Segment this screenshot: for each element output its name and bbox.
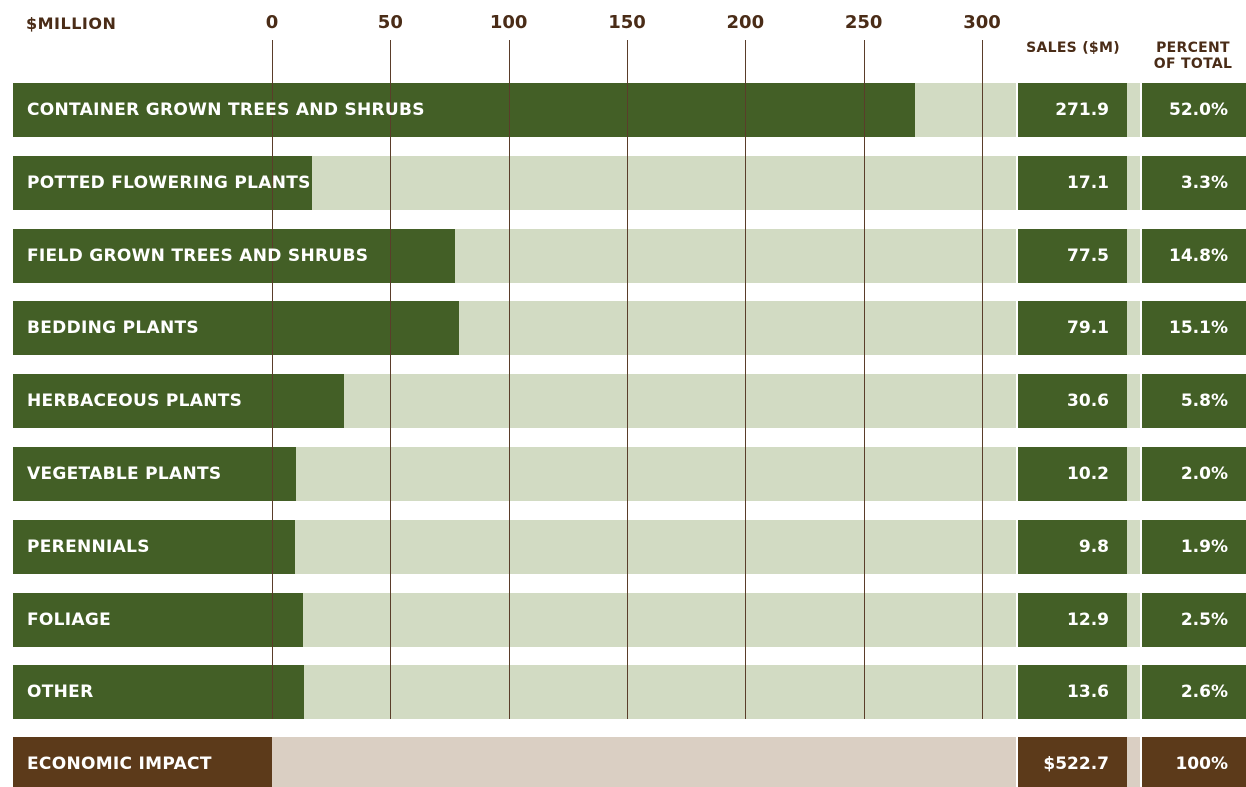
percent-header-line2: OF TOTAL (1153, 56, 1233, 72)
category-label: OTHER (27, 682, 94, 702)
category-label: POTTED FLOWERING PLANTS (27, 173, 311, 193)
bar (13, 520, 296, 574)
percent-value: 3.3% (1142, 156, 1246, 210)
total-bar (13, 737, 272, 787)
percent-value: 2.0% (1142, 447, 1246, 501)
bar (13, 83, 916, 137)
total-percent-value: 100% (1142, 737, 1246, 787)
bar (13, 301, 460, 355)
percent-value: 15.1% (1142, 301, 1246, 355)
sales-value: 77.5 (1018, 229, 1127, 283)
percent-value: 14.8% (1142, 229, 1246, 283)
percent-value: 5.8% (1142, 374, 1246, 428)
axis-tick-label: 50 (377, 12, 403, 33)
gridline (272, 40, 273, 719)
axis-tick-label: 150 (608, 12, 646, 33)
category-label: VEGETABLE PLANTS (27, 464, 222, 484)
gridline (627, 40, 628, 719)
percent-column-header: PERCENT OF TOTAL (1140, 40, 1246, 72)
column-gap (1126, 520, 1140, 574)
column-gap (1126, 229, 1140, 283)
gridline (982, 40, 983, 719)
column-gap (1126, 737, 1140, 787)
column-gap (1126, 593, 1140, 647)
gridline (864, 40, 865, 719)
percent-value: 2.5% (1142, 593, 1246, 647)
percent-value: 52.0% (1142, 83, 1246, 137)
bar (13, 447, 297, 501)
axis-tick-label: 250 (844, 12, 883, 33)
column-gap (1126, 301, 1140, 355)
axis-tick-label: 0 (265, 12, 279, 33)
bar (13, 156, 313, 210)
category-label: FIELD GROWN TREES AND SHRUBS (27, 246, 369, 266)
bar (13, 229, 456, 283)
sales-value: 10.2 (1018, 447, 1127, 501)
sales-value: 13.6 (1018, 665, 1127, 719)
sales-column-header: SALES ($M) (1026, 40, 1120, 56)
column-gap (1126, 83, 1140, 137)
percent-value: 1.9% (1142, 520, 1246, 574)
bar (13, 665, 305, 719)
gridline (509, 40, 510, 719)
sales-value: 12.9 (1018, 593, 1127, 647)
sales-value: 79.1 (1018, 301, 1127, 355)
category-label: HERBACEOUS PLANTS (27, 391, 243, 411)
sales-value: 30.6 (1018, 374, 1127, 428)
column-gap (1126, 156, 1140, 210)
sales-value: 17.1 (1018, 156, 1127, 210)
gridline (745, 40, 746, 719)
category-label: PERENNIALS (27, 537, 150, 557)
axis-tick-label: 300 (963, 12, 1001, 33)
axis-tick-label: 200 (726, 12, 765, 33)
total-sales-value: $522.7 (1018, 737, 1127, 787)
column-gap (1126, 374, 1140, 428)
sales-value: 9.8 (1018, 520, 1127, 574)
column-gap (1126, 447, 1140, 501)
bar (13, 374, 345, 428)
percent-header-line1: PERCENT (1156, 40, 1230, 56)
category-label: FOLIAGE (27, 610, 112, 630)
category-label: BEDDING PLANTS (27, 318, 199, 338)
column-gap (1126, 665, 1140, 719)
gridline (390, 40, 391, 719)
axis-unit-label: $MILLION (26, 14, 117, 33)
total-label: ECONOMIC IMPACT (27, 754, 212, 774)
sales-value: 271.9 (1018, 83, 1127, 137)
percent-value: 2.6% (1142, 665, 1246, 719)
bar (13, 593, 303, 647)
category-label: CONTAINER GROWN TREES AND SHRUBS (27, 100, 425, 120)
axis-tick-label: 100 (489, 12, 528, 33)
